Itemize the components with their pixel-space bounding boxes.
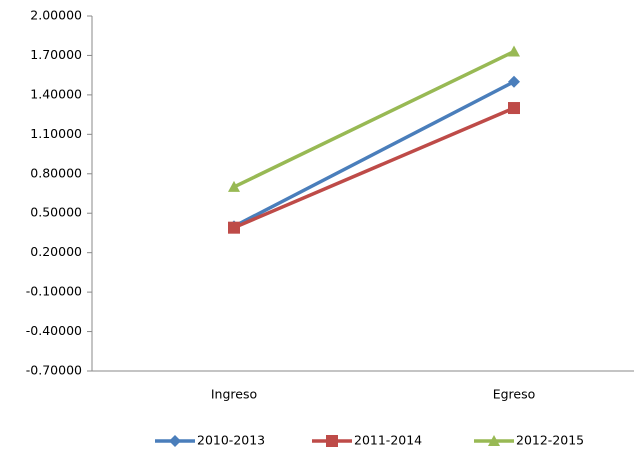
x-tick-label: Egreso bbox=[493, 387, 536, 402]
marker bbox=[326, 435, 338, 447]
x-tick-label: Ingreso bbox=[211, 387, 257, 402]
y-tick-label: 2.00000 bbox=[30, 8, 82, 23]
y-tick-label: -0.10000 bbox=[26, 284, 82, 299]
marker bbox=[228, 180, 240, 192]
y-tick-label: -0.40000 bbox=[26, 323, 82, 338]
legend-label: 2010-2013 bbox=[197, 433, 265, 448]
y-tick-label: 0.20000 bbox=[30, 244, 82, 259]
y-tick-label: 1.10000 bbox=[30, 126, 82, 141]
legend-label: 2012-2015 bbox=[516, 433, 584, 448]
y-tick-label: 1.70000 bbox=[30, 47, 82, 62]
y-tick-label: 0.50000 bbox=[30, 205, 82, 220]
marker bbox=[508, 45, 520, 57]
y-tick-label: 1.40000 bbox=[30, 86, 82, 101]
marker bbox=[488, 435, 500, 446]
marker bbox=[508, 75, 520, 88]
marker bbox=[228, 221, 240, 234]
legend-label: 2011-2014 bbox=[354, 433, 422, 448]
y-tick-label: 0.80000 bbox=[30, 165, 82, 180]
marker bbox=[508, 102, 520, 115]
y-tick-label: -0.70000 bbox=[26, 363, 82, 378]
marker bbox=[169, 435, 181, 447]
series-line bbox=[233, 49, 515, 189]
series-line bbox=[233, 106, 515, 230]
series-line bbox=[233, 80, 515, 228]
